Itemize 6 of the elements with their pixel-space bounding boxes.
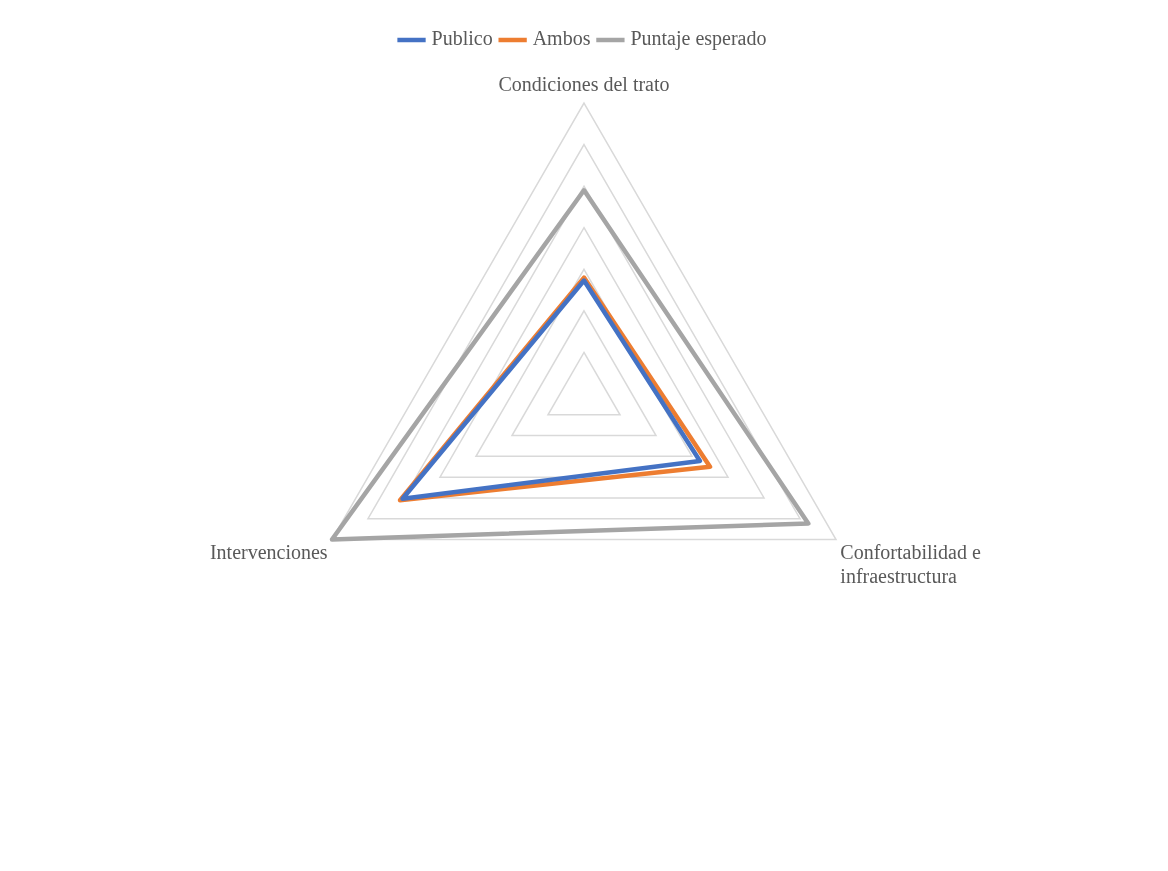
spoke-label: Intervenciones	[209, 541, 328, 564]
spoke-label: Confortabilidad e infraestructura	[840, 541, 981, 588]
legend-label: Ambos	[532, 27, 591, 50]
legend-label: Puntaje esperado	[630, 27, 767, 51]
spoke-label: Condiciones del trato	[498, 73, 670, 96]
legend-label: Publico	[431, 27, 493, 50]
